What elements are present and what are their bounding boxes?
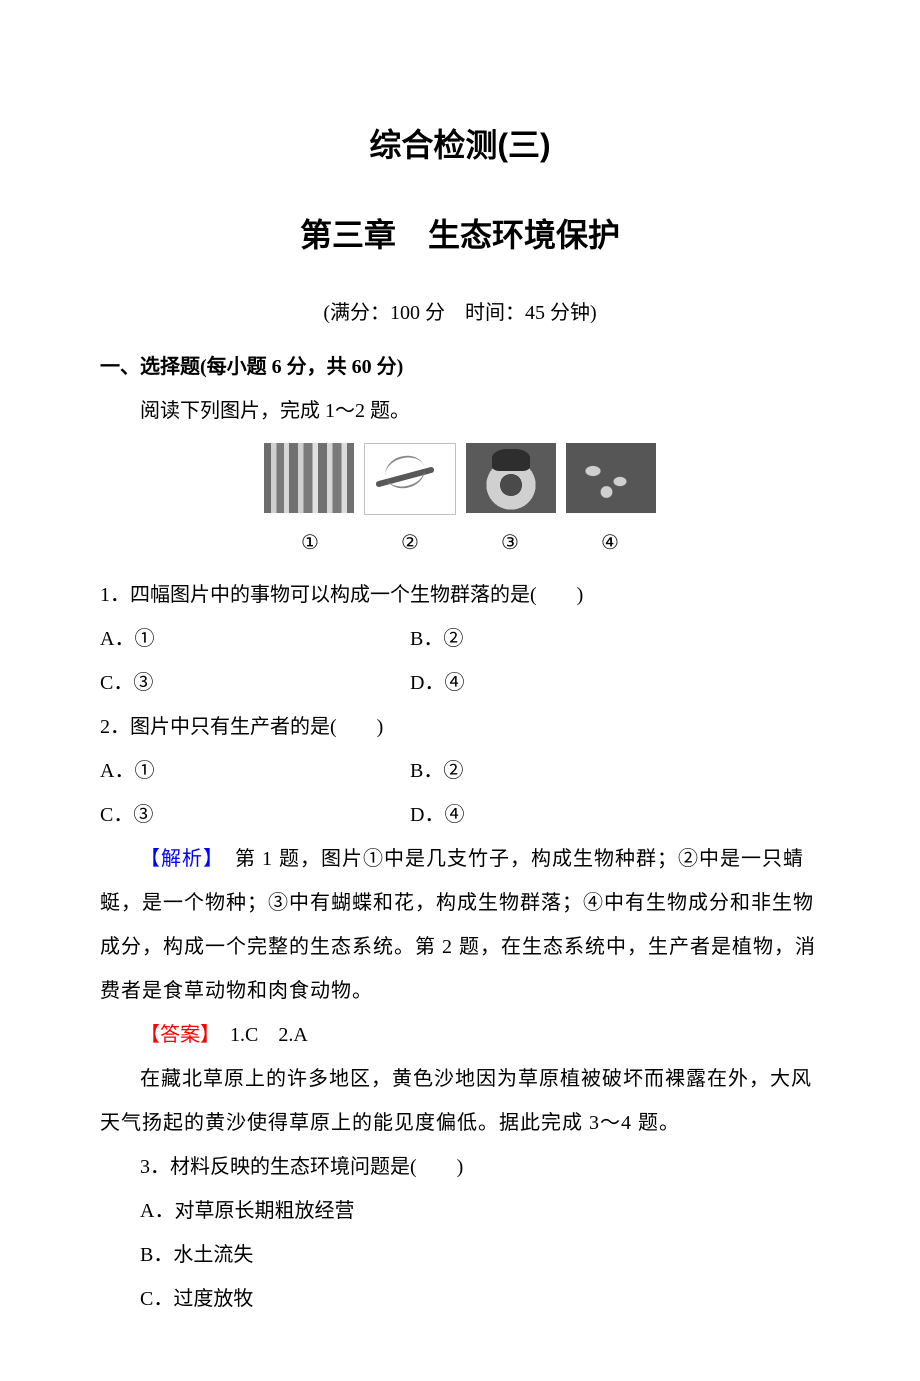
- answer-1: 【答案】 1.C 2.A: [100, 1013, 820, 1057]
- answer-1-text: 1.C 2.A: [210, 1024, 308, 1046]
- q1-option-b: B．②: [410, 617, 820, 661]
- q3-stem: 3．材料反映的生态环境问题是( ): [100, 1145, 820, 1189]
- analysis-label: 【解析】: [140, 848, 214, 870]
- figure-row: [100, 443, 820, 515]
- q2-options-row2: C．③ D．④: [100, 793, 820, 837]
- q2-stem: 2．图片中只有生产者的是( ): [100, 705, 820, 749]
- q1-options-row1: A．① B．②: [100, 617, 820, 661]
- passage-intro-2: 在藏北草原上的许多地区，黄色沙地因为草原植被破坏而裸露在外，大风天气扬起的黄沙使…: [100, 1057, 820, 1145]
- figure-label-2: ②: [365, 521, 455, 565]
- q1-option-c: C．③: [100, 661, 410, 705]
- figure-2-dragonfly: [364, 443, 456, 515]
- figure-labels: ① ② ③ ④: [100, 521, 820, 565]
- q1-option-d: D．④: [410, 661, 820, 705]
- section-heading: 一、选择题(每小题 6 分，共 60 分): [100, 345, 820, 389]
- analysis-1-text: 第 1 题，图片①中是几支竹子，构成生物种群；②中是一只蜻蜓，是一个物种；③中有…: [100, 848, 816, 1002]
- figure-4-ecosystem: [566, 443, 656, 513]
- q2-option-c: C．③: [100, 793, 410, 837]
- q2-option-a: A．①: [100, 749, 410, 793]
- figure-label-1: ①: [265, 521, 355, 565]
- exam-page: 综合检测(三) 第三章 生态环境保护 (满分：100 分 时间：45 分钟) 一…: [0, 0, 920, 1381]
- q3-option-b: B．水土流失: [100, 1233, 820, 1277]
- figure-label-4: ④: [565, 521, 655, 565]
- q3-option-c: C．过度放牧: [100, 1277, 820, 1321]
- title-chapter: 第三章 生态环境保护: [100, 200, 820, 270]
- title-main: 综合检测(三): [100, 110, 820, 180]
- q1-stem: 1．四幅图片中的事物可以构成一个生物群落的是( ): [100, 573, 820, 617]
- exam-meta: (满分：100 分 时间：45 分钟): [100, 291, 820, 335]
- figure-3-butterfly-flower: [466, 443, 556, 513]
- analysis-1: 【解析】 第 1 题，图片①中是几支竹子，构成生物种群；②中是一只蜻蜓，是一个物…: [100, 837, 820, 1013]
- q2-option-d: D．④: [410, 793, 820, 837]
- q2-options-row1: A．① B．②: [100, 749, 820, 793]
- q1-options-row2: C．③ D．④: [100, 661, 820, 705]
- q1-option-a: A．①: [100, 617, 410, 661]
- figure-1-bamboo: [264, 443, 354, 513]
- q3-option-a: A．对草原长期粗放经营: [100, 1189, 820, 1233]
- q2-option-b: B．②: [410, 749, 820, 793]
- answer-label: 【答案】: [140, 1024, 210, 1046]
- figure-label-3: ③: [465, 521, 555, 565]
- passage-intro-1: 阅读下列图片，完成 1～2 题。: [100, 389, 820, 433]
